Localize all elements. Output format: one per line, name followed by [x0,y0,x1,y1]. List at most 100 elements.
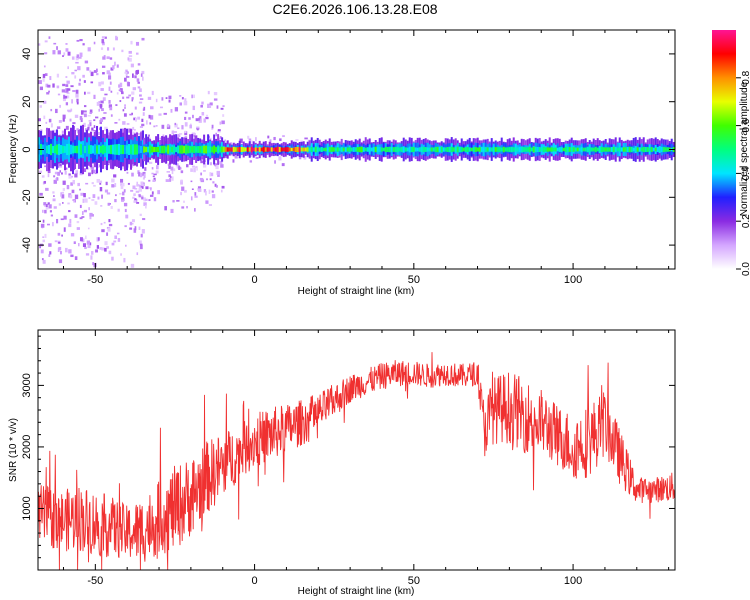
spectral-band-core [153,146,156,153]
spectral-band-core [576,147,579,152]
spectral-speckle [180,179,183,182]
snr-x-tick-label: -50 [87,575,103,587]
spectral-speckle [124,225,127,228]
spectral-speckle [71,189,75,194]
spectral-speckle [82,198,85,203]
spectral-speckle [70,233,75,237]
spectral-speckle [39,244,42,249]
spectral-speckle [162,134,165,139]
spectral-speckle [132,73,134,78]
spectrogram-y-axis-label: Frequency (Hz) [8,115,19,184]
spectral-speckle [106,192,111,195]
spectral-speckle [116,92,119,95]
spectral-speckle [44,73,48,77]
spectral-speckle [205,116,209,120]
spectral-speckle [152,175,155,178]
spectral-band-core [490,147,493,152]
spectral-speckle [200,179,205,183]
spectral-speckle [83,91,86,95]
spectral-speckle [255,137,257,142]
spectral-speckle [220,107,224,110]
spectral-band-core [474,147,477,152]
spectral-speckle [41,175,45,178]
spectral-speckle [98,81,102,87]
spectral-speckle [303,155,307,160]
spectral-speckle [83,105,87,108]
spectral-band-core [410,146,413,153]
spectral-band-core [203,145,206,154]
spectral-speckle [123,189,126,193]
spectral-speckle [216,170,220,175]
spectral-speckle [69,218,72,224]
spectral-speckle [176,200,180,202]
spectral-speckle [52,50,56,55]
spectral-band-core [173,145,176,154]
spectral-speckle [281,163,285,167]
spectral-speckle [87,115,91,117]
spectral-band-core [108,145,110,154]
spectral-speckle [217,130,221,133]
spectral-speckle [67,66,69,70]
spectral-band-core [334,147,337,152]
spectral-speckle [170,108,173,113]
spectral-speckle [53,179,57,184]
spectral-band-core [149,145,152,154]
spectral-band-core [558,147,561,152]
spectral-speckle [139,213,142,216]
spectral-speckle [122,191,125,196]
spectral-band-core [426,147,429,152]
spectral-band-core [224,147,227,152]
spectral-speckle [65,43,68,45]
spectral-speckle [42,209,44,213]
spectral-speckle [180,180,183,185]
spectral-band-core [222,146,225,153]
spectral-speckle [129,221,133,226]
spectral-band-core [368,147,371,152]
spectral-band-core [112,144,114,155]
spectral-speckle [115,35,118,38]
spectral-band-core [398,147,401,152]
spectral-speckle [40,223,45,228]
spectral-speckle [114,122,118,124]
spectral-band-core [262,146,265,153]
spectral-band-core [614,146,617,153]
spectral-speckle [141,196,144,200]
spectral-speckle [201,112,205,116]
spectral-speckle [100,180,103,183]
spectral-speckle [213,98,218,101]
spectral-band-core [440,146,443,153]
spectral-speckle [121,197,125,202]
spectral-speckle [156,165,159,170]
spectral-speckle [81,216,85,218]
spectral-band-core [126,145,128,154]
spectral-speckle [214,183,217,187]
spectral-speckle [51,222,54,227]
spectral-speckle [98,163,100,168]
spectral-speckle [139,98,144,101]
spectral-speckle [71,99,73,104]
spectral-band-core [522,146,525,153]
spectral-band-core [312,147,315,152]
spectrogram-y-tick-label: 40 [21,48,33,60]
spectral-band-core [636,147,639,152]
spectral-speckle [57,232,61,236]
spectral-speckle [161,97,164,101]
spectral-speckle [40,249,44,254]
spectral-speckle [274,160,276,164]
spectral-speckle [95,116,99,119]
spectral-band-core [604,147,607,152]
spectral-speckle [74,256,78,260]
spectral-speckle [80,110,84,115]
spectral-band-core [536,146,539,153]
spectral-band-core [138,145,140,154]
spectral-speckle [220,164,224,168]
spectral-band-core [600,146,603,153]
spectral-speckle [140,130,144,134]
spectral-speckle [127,82,130,87]
spectral-speckle [126,171,129,174]
spectral-speckle [215,185,218,188]
spectral-band-core [242,147,245,152]
spectral-speckle [47,168,51,174]
spectral-speckle [61,191,64,194]
spectral-speckle [134,106,137,110]
